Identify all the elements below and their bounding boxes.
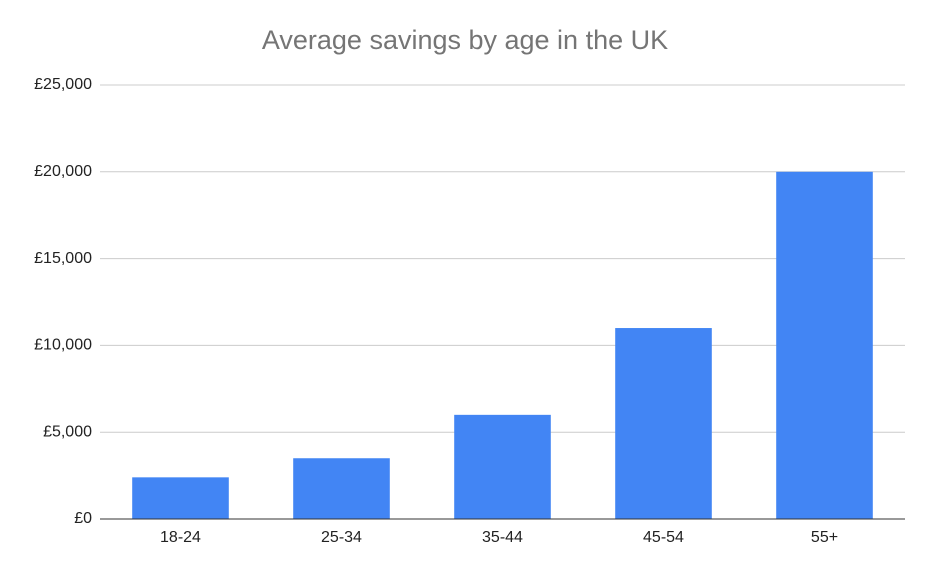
x-tick-label: 25-34	[321, 529, 362, 546]
bar	[776, 171, 873, 520]
y-tick-label: £5,000	[43, 423, 92, 440]
bar	[454, 414, 551, 519]
y-tick-label: £15,000	[34, 250, 92, 267]
chart-title: Average savings by age in the UK	[262, 25, 668, 55]
y-tick-label: £20,000	[34, 163, 92, 180]
bar	[615, 328, 712, 519]
y-tick-label: £10,000	[34, 337, 92, 354]
x-tick-label: 55+	[811, 529, 838, 546]
bar	[293, 458, 390, 519]
x-tick-label: 35-44	[482, 529, 523, 546]
x-tick-label: 18-24	[160, 529, 201, 546]
bar	[132, 477, 229, 519]
x-tick-label: 45-54	[643, 529, 684, 546]
y-tick-label: £0	[74, 510, 92, 527]
y-tick-label: £25,000	[34, 76, 92, 93]
